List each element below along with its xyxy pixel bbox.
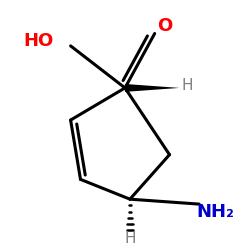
Polygon shape [125, 84, 180, 92]
Text: H: H [182, 78, 193, 93]
Text: O: O [157, 17, 172, 35]
Text: NH₂: NH₂ [197, 202, 234, 220]
Text: H: H [124, 231, 136, 246]
Text: HO: HO [24, 32, 54, 50]
